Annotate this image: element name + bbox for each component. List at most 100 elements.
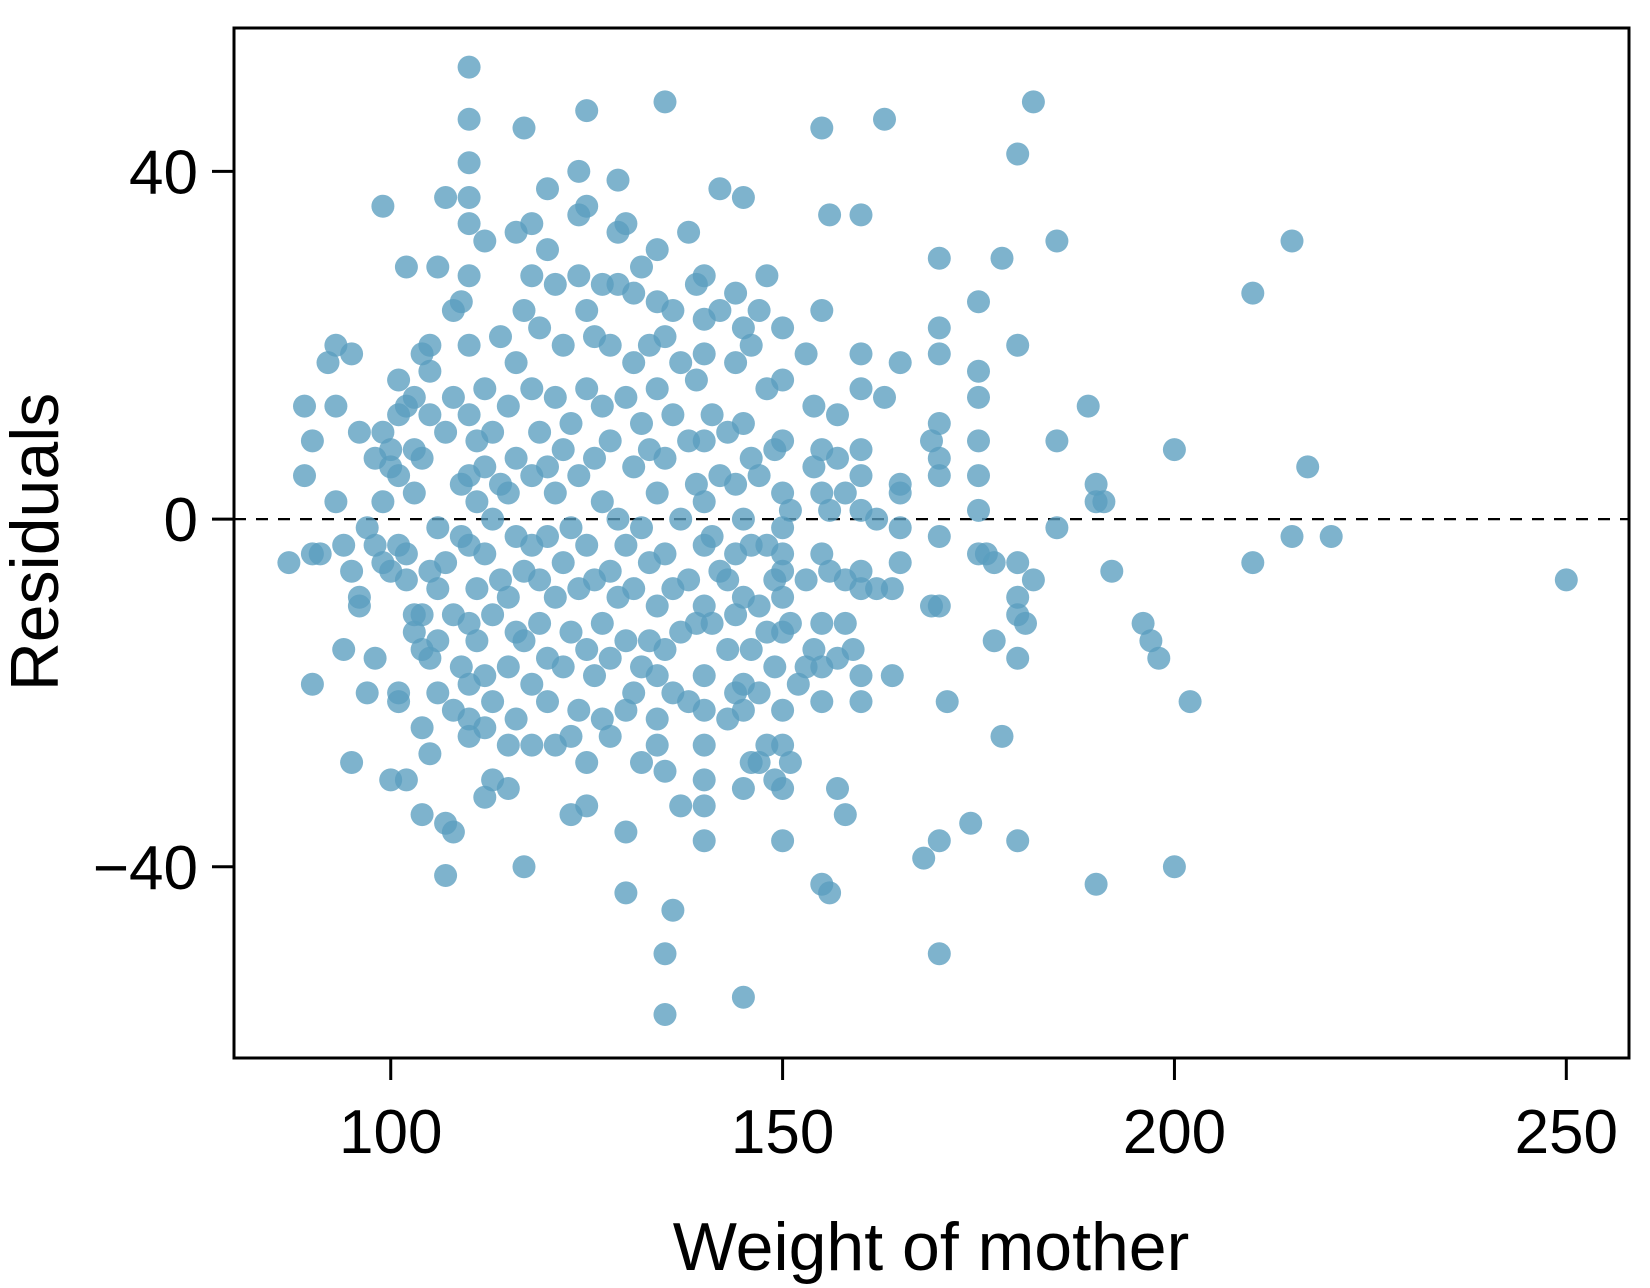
data-point bbox=[755, 264, 779, 288]
data-point bbox=[426, 516, 450, 540]
data-point bbox=[818, 498, 842, 522]
data-point bbox=[810, 542, 834, 566]
data-point bbox=[567, 464, 591, 488]
data-point bbox=[826, 777, 849, 800]
data-point bbox=[481, 420, 505, 444]
data-point bbox=[1006, 333, 1030, 357]
data-point bbox=[496, 655, 520, 679]
data-point bbox=[590, 707, 614, 731]
data-point bbox=[677, 220, 701, 244]
data-point bbox=[724, 351, 748, 375]
data-point bbox=[543, 385, 567, 409]
data-point bbox=[418, 333, 442, 357]
data-point bbox=[528, 420, 552, 444]
data-point bbox=[575, 377, 599, 401]
x-tick-label: 150 bbox=[731, 1098, 834, 1167]
data-point bbox=[512, 629, 536, 653]
data-point bbox=[747, 464, 771, 488]
data-point bbox=[622, 577, 646, 601]
data-point bbox=[1241, 281, 1265, 305]
data-point bbox=[739, 638, 763, 661]
data-point bbox=[575, 794, 599, 818]
data-point bbox=[332, 638, 356, 661]
data-point bbox=[1178, 690, 1202, 714]
data-point bbox=[794, 342, 818, 366]
data-point bbox=[324, 394, 348, 418]
data-point bbox=[692, 342, 716, 366]
data-point bbox=[528, 568, 552, 592]
data-point bbox=[598, 559, 622, 583]
data-point bbox=[512, 116, 536, 140]
data-point bbox=[293, 464, 316, 488]
data-point bbox=[457, 611, 481, 635]
data-point bbox=[849, 203, 873, 227]
data-point bbox=[622, 351, 646, 375]
data-point bbox=[927, 594, 951, 618]
data-point bbox=[340, 559, 364, 583]
data-point bbox=[865, 507, 889, 531]
data-point bbox=[622, 681, 646, 705]
data-point bbox=[363, 646, 387, 670]
data-point bbox=[1092, 490, 1116, 514]
data-point bbox=[575, 299, 599, 322]
data-point bbox=[1006, 142, 1030, 166]
data-point bbox=[434, 186, 458, 209]
data-point bbox=[771, 429, 795, 453]
data-point bbox=[653, 1003, 677, 1026]
data-point bbox=[692, 429, 716, 453]
data-point bbox=[724, 603, 748, 627]
data-point bbox=[473, 377, 497, 401]
data-point bbox=[496, 585, 520, 609]
data-point bbox=[473, 542, 497, 566]
data-point bbox=[489, 325, 512, 349]
data-point bbox=[300, 429, 324, 453]
data-point bbox=[536, 690, 559, 714]
data-point bbox=[771, 829, 795, 853]
data-point bbox=[347, 585, 371, 609]
data-point bbox=[747, 751, 771, 774]
data-point bbox=[465, 577, 489, 601]
data-point bbox=[324, 490, 348, 514]
data-point bbox=[982, 629, 1006, 653]
data-point bbox=[418, 646, 442, 670]
data-point bbox=[841, 638, 865, 661]
data-point bbox=[880, 577, 904, 601]
data-point bbox=[849, 342, 873, 366]
data-point bbox=[708, 299, 732, 322]
data-point bbox=[371, 490, 395, 514]
data-point bbox=[394, 568, 418, 592]
data-point bbox=[457, 403, 481, 427]
data-point bbox=[457, 212, 481, 236]
data-point bbox=[661, 403, 685, 427]
data-point bbox=[653, 759, 677, 783]
data-point bbox=[496, 777, 520, 800]
x-tick-label: 250 bbox=[1515, 1098, 1618, 1167]
data-point bbox=[559, 620, 583, 644]
data-point bbox=[661, 299, 685, 322]
data-point bbox=[457, 151, 481, 175]
data-point bbox=[1045, 429, 1069, 453]
data-point bbox=[1084, 872, 1108, 896]
data-point bbox=[771, 542, 795, 566]
data-point bbox=[543, 585, 567, 609]
data-point bbox=[567, 264, 591, 288]
data-point bbox=[653, 90, 677, 114]
data-point bbox=[1319, 525, 1343, 548]
data-point bbox=[630, 751, 653, 774]
data-point bbox=[465, 490, 489, 514]
x-tick-label: 200 bbox=[1123, 1098, 1226, 1167]
y-tick-label: 0 bbox=[164, 486, 198, 555]
data-point bbox=[700, 403, 724, 427]
data-point bbox=[912, 846, 936, 870]
data-point bbox=[810, 116, 834, 140]
data-point bbox=[1131, 611, 1155, 635]
data-point bbox=[590, 611, 614, 635]
data-point bbox=[473, 229, 497, 253]
data-point bbox=[496, 394, 520, 418]
data-point bbox=[645, 733, 669, 757]
data-point bbox=[528, 316, 552, 340]
data-point bbox=[873, 385, 896, 409]
data-point bbox=[340, 342, 364, 366]
data-point bbox=[520, 264, 544, 288]
